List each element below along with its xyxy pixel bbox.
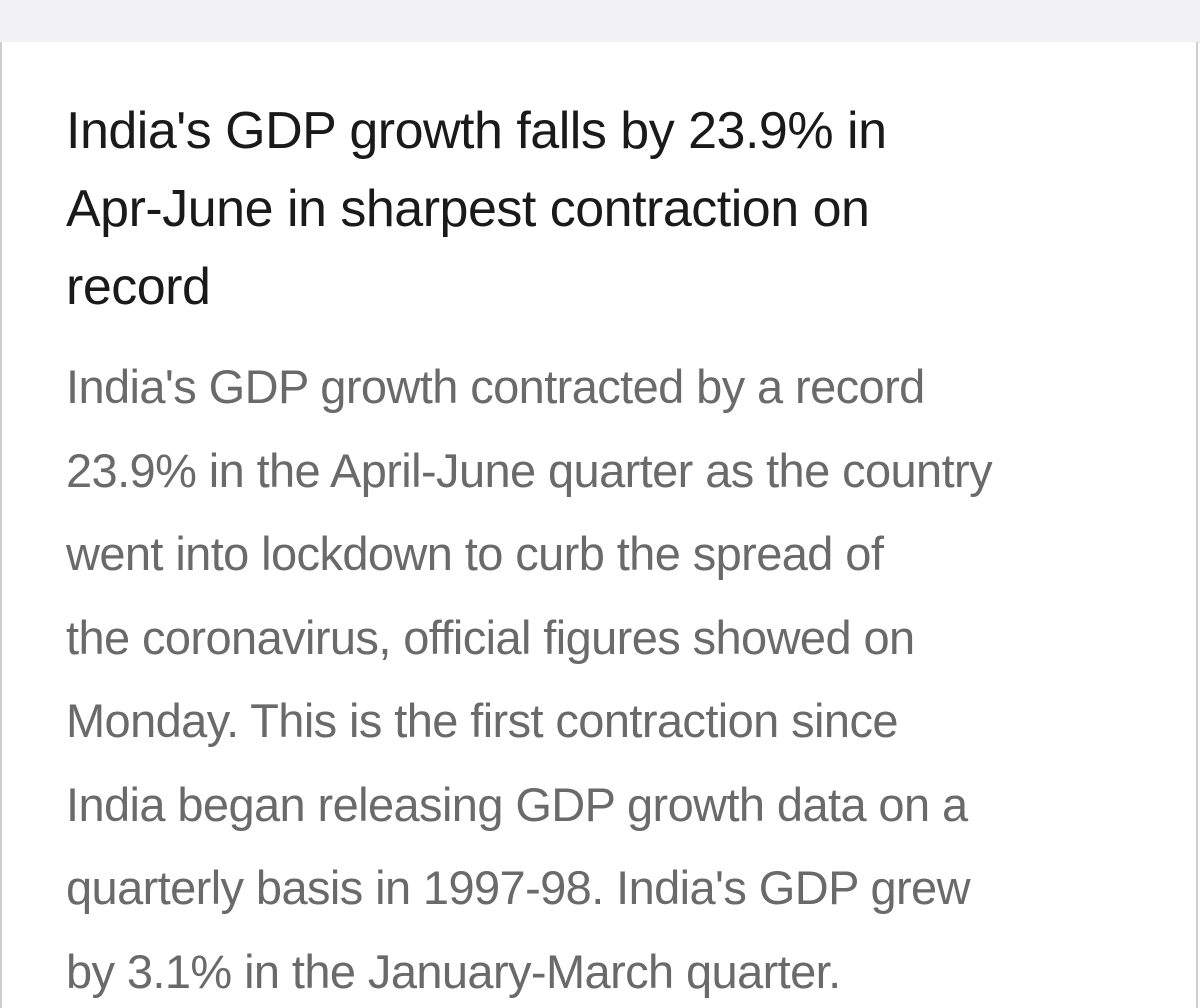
summary-line: by 3.1% in the January-March quarter. [66, 944, 841, 998]
headline-line: Apr-June in sharpest contraction on [66, 180, 870, 238]
headline-line: record [66, 258, 211, 316]
top-bar [0, 0, 1200, 43]
summary-line: went into lockdown to curb the spread of [66, 527, 884, 580]
summary-line: India's GDP growth contracted by a recor… [66, 360, 925, 413]
summary-line: 23.9% in the April-June quarter as the c… [66, 443, 993, 497]
article-summary: India's GDP growth contracted by a recor… [66, 345, 1126, 1008]
article-card[interactable] [0, 42, 1198, 1008]
headline-line: India's GDP growth falls by 23.9% in [66, 102, 887, 160]
summary-line: the coronavirus, official figures showed… [66, 610, 915, 664]
summary-line: India began releasing GDP growth data on… [66, 777, 968, 831]
article-headline[interactable]: India's GDP growth falls by 23.9% in Apr… [66, 92, 1076, 326]
summary-line: Monday. This is the first contraction si… [66, 694, 898, 747]
summary-line: quarterly basis in 1997-98. India's GDP … [66, 861, 971, 914]
